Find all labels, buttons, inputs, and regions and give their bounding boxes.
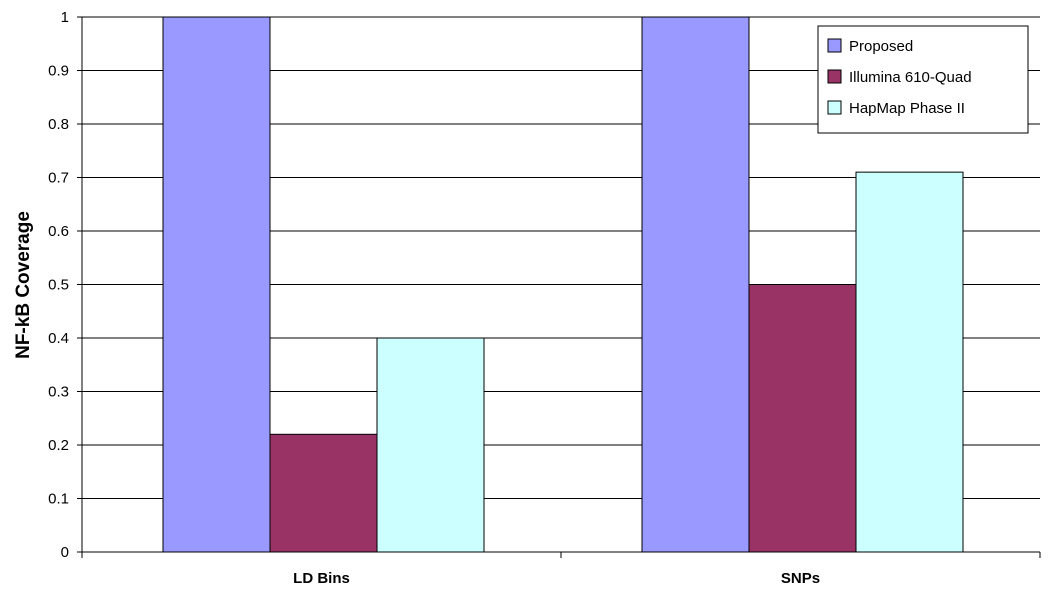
y-tick-label: 0.2 — [48, 437, 69, 454]
y-tick-label: 0.5 — [48, 277, 69, 294]
legend-label: Proposed — [849, 38, 913, 55]
category-labels: LD Bins SNPs — [293, 570, 820, 587]
y-tick-label: 0.7 — [48, 170, 69, 187]
y-tick-label: 0 — [61, 544, 69, 561]
y-tick-labels: 0 0.1 0.2 0.3 0.4 0.5 0.6 0.7 0.8 0.9 1 — [48, 9, 69, 561]
y-tick-label: 0.3 — [48, 384, 69, 401]
y-tick-label: 0.9 — [48, 63, 69, 80]
legend-box — [817, 25, 1029, 134]
y-tick-label: 0.4 — [48, 330, 69, 347]
y-axis-title: NF-kB Coverage — [13, 211, 34, 359]
y-tick-label: 0.1 — [48, 491, 69, 508]
x-category-label: LD Bins — [293, 570, 350, 587]
bar-hapmap-phase-ii-snps — [855, 171, 964, 553]
y-tick-label: 1 — [61, 9, 69, 26]
legend-swatch — [827, 100, 842, 115]
bar-proposed-ld-bins — [162, 16, 271, 553]
y-tick-label: 0.6 — [48, 223, 69, 240]
legend: Proposed Illumina 610-Quad HapMap Phase II — [817, 25, 1029, 134]
legend-label: HapMap Phase II — [849, 100, 965, 117]
legend-swatch — [827, 69, 842, 84]
y-tick-label: 0.8 — [48, 116, 69, 133]
legend-swatch — [827, 38, 842, 53]
bar-illumina-610-quad-ld-bins — [269, 433, 378, 553]
legend-label: Illumina 610-Quad — [849, 69, 972, 86]
bar-illumina-610-quad-snps — [748, 284, 857, 553]
axes — [77, 16, 1041, 558]
bar-proposed-snps — [641, 16, 750, 553]
x-category-label: SNPs — [781, 570, 820, 587]
bar-hapmap-phase-ii-ld-bins — [376, 337, 485, 553]
